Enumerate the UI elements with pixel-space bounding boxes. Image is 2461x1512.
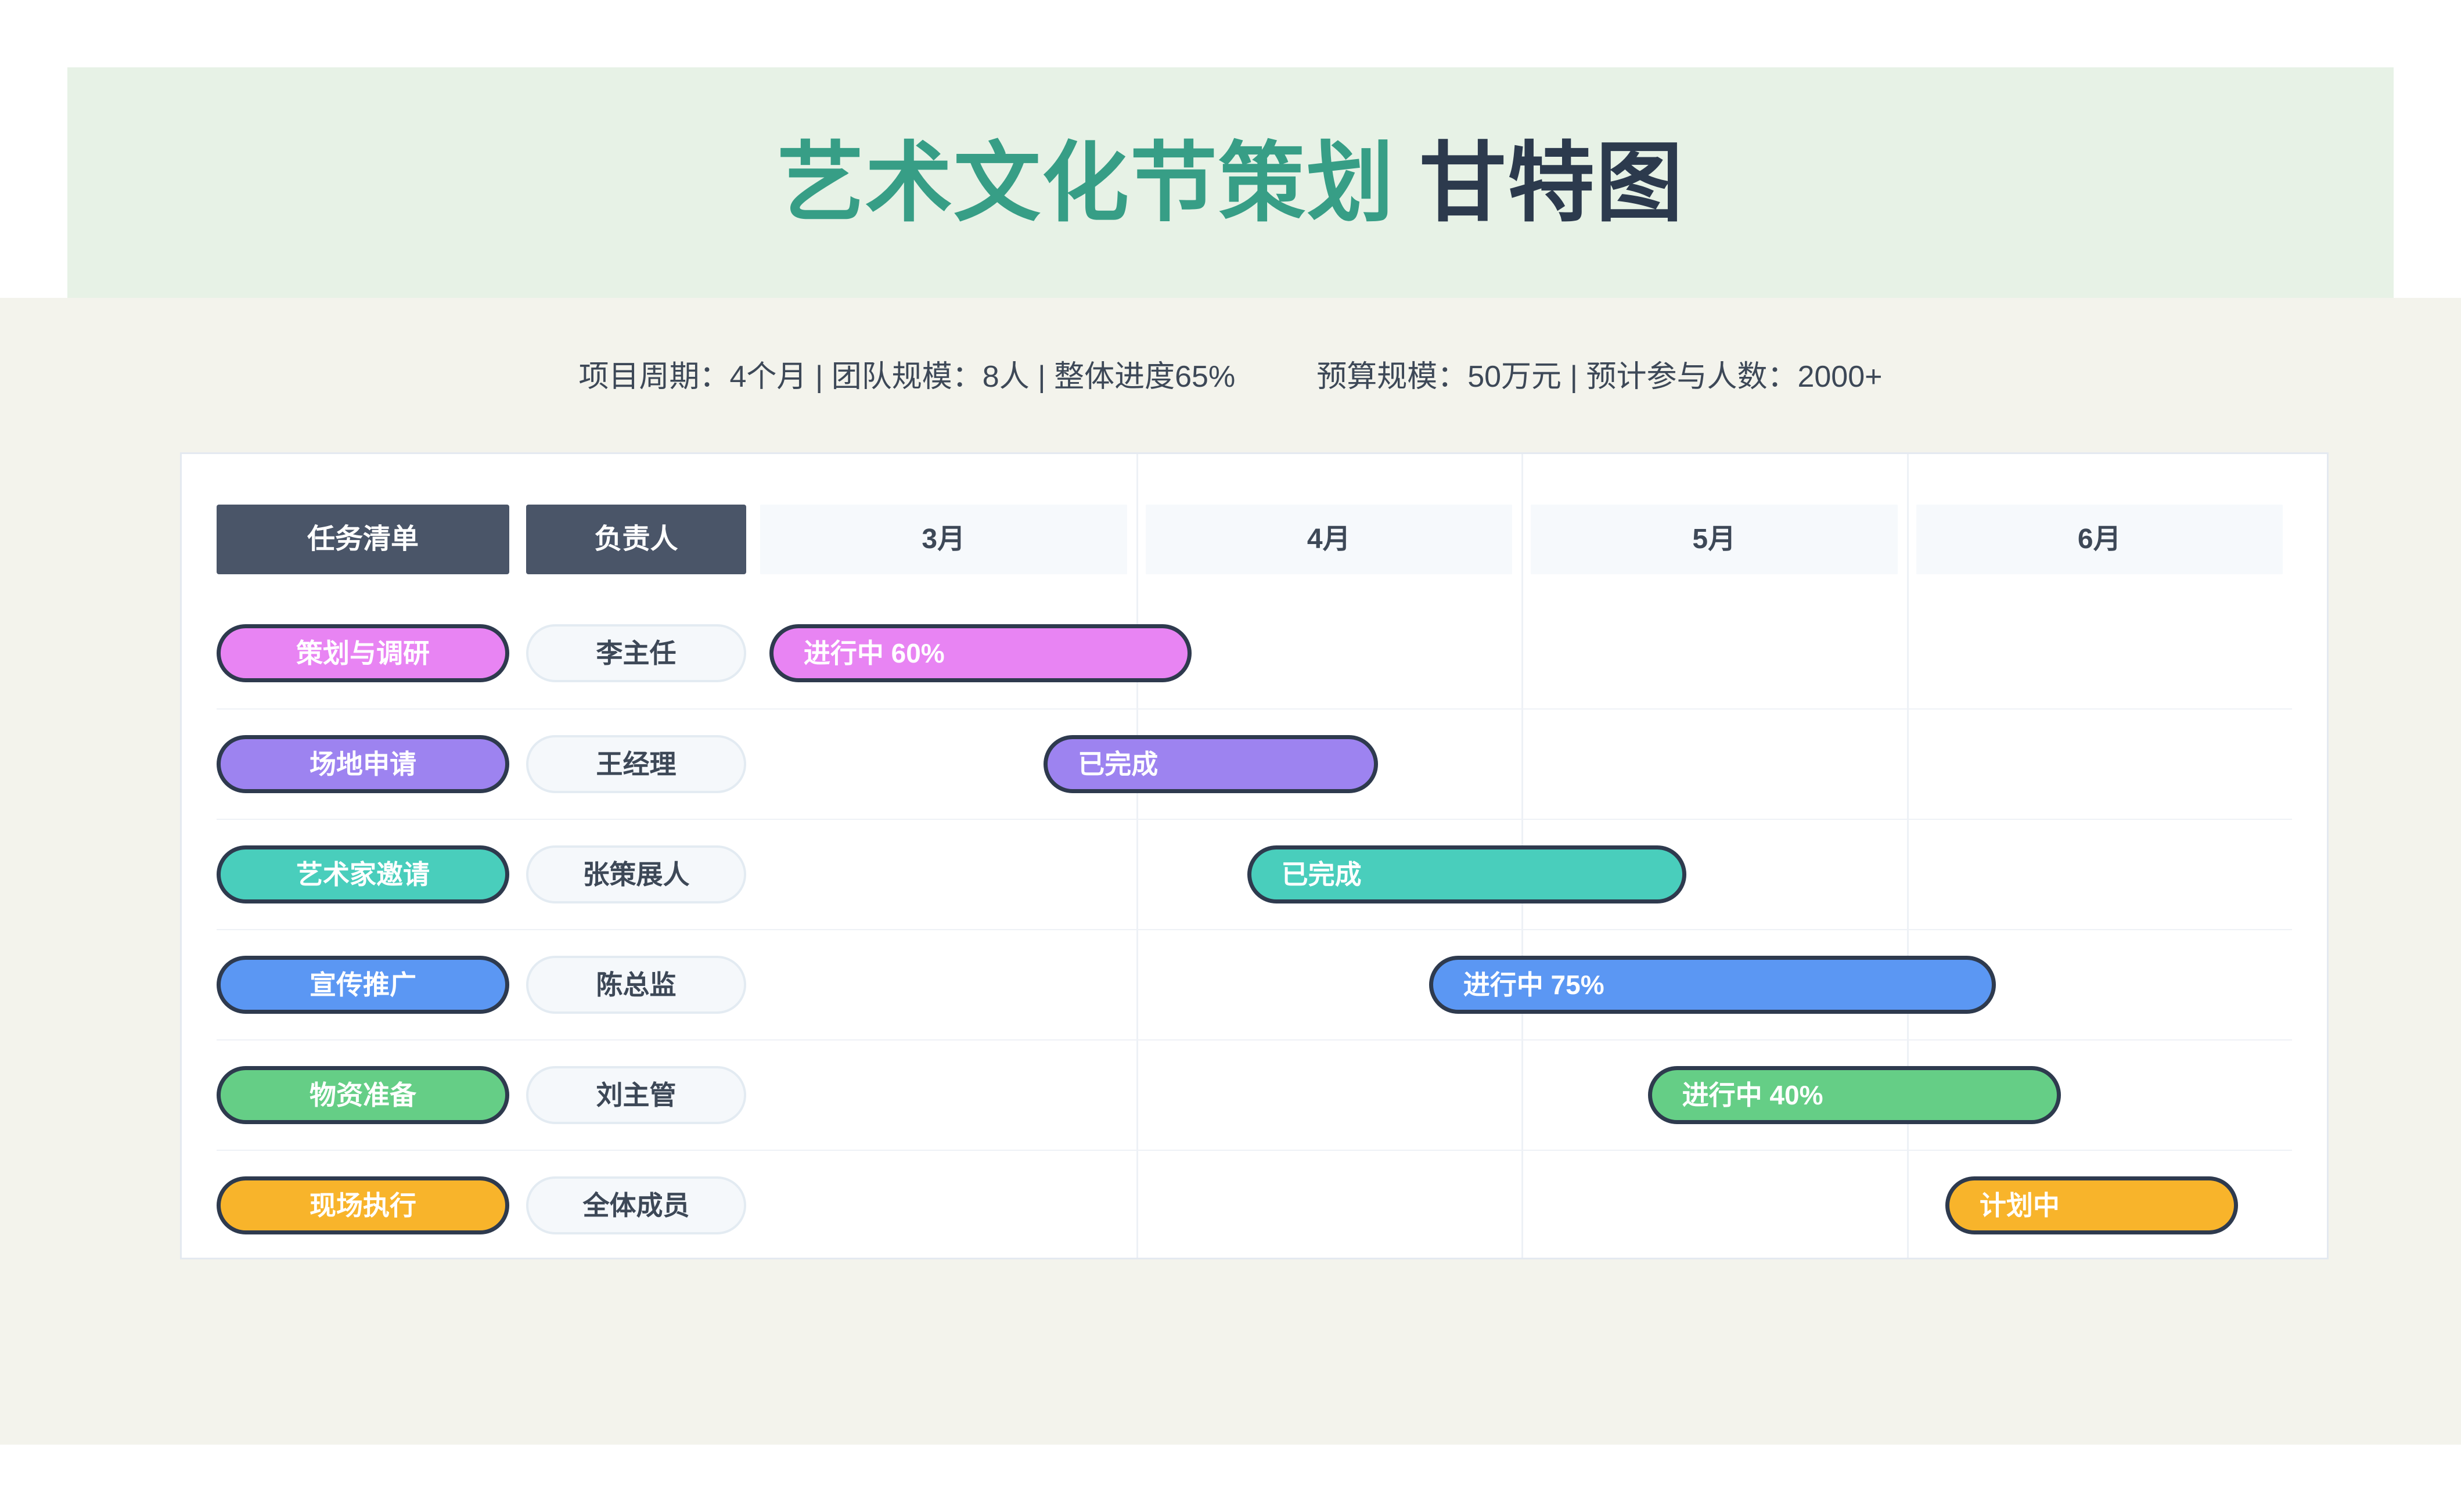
timeline-lane: 计划中 xyxy=(751,1151,2292,1260)
task-pill: 宣传推广 xyxy=(217,956,509,1014)
page-title-primary: 艺术文化节策划 xyxy=(776,134,1395,232)
gantt-row: 现场执行 全体成员 计划中 xyxy=(217,1150,2292,1260)
page-title: 艺术文化节策划 甘特图 xyxy=(777,139,1684,226)
gantt-row: 场地申请 王经理 已完成 xyxy=(217,708,2292,819)
gantt-bar: 计划中 xyxy=(1945,1176,2239,1234)
gantt-card: 任务清单 负责人 3月 4月 5月 6月 策划与调研 李主任 进行中 60% 场地申请… xyxy=(180,452,2329,1259)
content-section: 项目周期：4个月 | 团队规模：8人 | 整体进度65% 预算规模：50万元 |… xyxy=(0,298,2461,1445)
gantt-row: 宣传推广 陈总监 进行中 75% xyxy=(217,929,2292,1039)
gantt-bar: 进行中 60% xyxy=(769,624,1192,682)
owner-pill: 王经理 xyxy=(526,735,746,793)
timeline-lane: 进行中 40% xyxy=(751,1041,2292,1150)
task-pill: 策划与调研 xyxy=(217,624,509,682)
timeline-lane: 进行中 75% xyxy=(751,930,2292,1039)
gantt-bar: 进行中 75% xyxy=(1429,956,1996,1014)
column-header-owner: 负责人 xyxy=(526,505,746,574)
project-stats: 项目周期：4个月 | 团队规模：8人 | 整体进度65% 预算规模：50万元 |… xyxy=(0,298,2461,394)
column-header-task: 任务清单 xyxy=(217,505,509,574)
month-header-jun: 6月 xyxy=(1916,505,2283,574)
task-pill: 物资准备 xyxy=(217,1066,509,1124)
task-pill: 场地申请 xyxy=(217,735,509,793)
timeline-lane: 已完成 xyxy=(751,820,2292,929)
month-header-apr: 4月 xyxy=(1145,505,1512,574)
timeline-lane: 进行中 60% xyxy=(751,598,2292,708)
header-band: 艺术文化节策划 甘特图 xyxy=(67,67,2394,298)
page: 艺术文化节策划 甘特图 项目周期：4个月 | 团队规模：8人 | 整体进度65% … xyxy=(0,67,2461,1445)
gantt-header-row: 任务清单 负责人 3月 4月 5月 6月 xyxy=(217,505,2292,574)
gantt-row: 策划与调研 李主任 进行中 60% xyxy=(217,598,2292,708)
page-title-secondary: 甘特图 xyxy=(1419,134,1685,232)
owner-pill: 李主任 xyxy=(526,624,746,682)
gantt-bar: 进行中 40% xyxy=(1647,1066,2061,1124)
gantt-row: 物资准备 刘主管 进行中 40% xyxy=(217,1039,2292,1150)
month-header-may: 5月 xyxy=(1531,505,1898,574)
gantt-rows: 策划与调研 李主任 进行中 60% 场地申请 王经理 已完成 艺术家邀请 张策展人 已完成 宣传推… xyxy=(217,598,2292,1260)
gantt-bar: 已完成 xyxy=(1247,845,1686,903)
owner-pill: 全体成员 xyxy=(526,1176,746,1234)
task-pill: 现场执行 xyxy=(217,1176,509,1234)
timeline-lane: 已完成 xyxy=(751,710,2292,819)
month-header-mar: 3月 xyxy=(760,505,1127,574)
task-pill: 艺术家邀请 xyxy=(217,845,509,903)
owner-pill: 陈总监 xyxy=(526,956,746,1014)
stats-left: 项目周期：4个月 | 团队规模：8人 | 整体进度65% xyxy=(578,360,1236,394)
gantt-bar: 已完成 xyxy=(1044,735,1379,793)
owner-pill: 刘主管 xyxy=(526,1066,746,1124)
stats-right: 预算规模：50万元 | 预计参与人数：2000+ xyxy=(1316,360,1883,394)
owner-pill: 张策展人 xyxy=(526,845,746,903)
month-header-strip: 3月 4月 5月 6月 xyxy=(751,505,2292,574)
gantt-row: 艺术家邀请 张策展人 已完成 xyxy=(217,819,2292,929)
